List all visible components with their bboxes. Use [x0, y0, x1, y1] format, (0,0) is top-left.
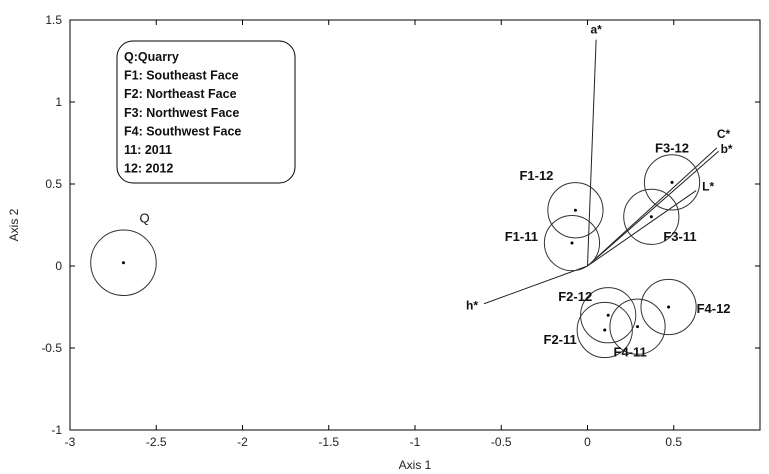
x-tick-label: 0.5 — [665, 435, 682, 449]
x-tick-label: -1 — [410, 435, 421, 449]
y-tick-label: 1.5 — [45, 13, 62, 27]
data-point — [667, 305, 671, 309]
vector-line — [587, 147, 718, 267]
point-label: F2-11 — [544, 332, 577, 347]
x-tick-label: -3 — [65, 435, 76, 449]
vector-label: a* — [590, 23, 602, 37]
data-point — [121, 261, 125, 265]
confidence-circle — [640, 278, 697, 336]
point-label: F4-11 — [614, 345, 647, 360]
point-label: F1-12 — [519, 168, 553, 183]
confidence-circle — [643, 154, 701, 211]
sample-points: Q F1-12 F1-11 F3-12 F3-11 F2-12 F2-11 F4-11 F4-1… — [90, 140, 731, 360]
y-tick-label: -0.5 — [41, 341, 62, 355]
x-tick-label: 0 — [584, 435, 591, 449]
legend-entry: F4: Southwest Face — [124, 124, 241, 138]
vector-line — [587, 39, 597, 267]
y-axis-label: Axis 2 — [7, 208, 21, 241]
y-axis-ticks: -1 -0.5 0 0.5 1 1.5 — [41, 13, 760, 437]
y-tick-label: 1 — [55, 95, 62, 109]
data-point — [606, 313, 610, 317]
confidence-circle — [543, 214, 601, 272]
data-point — [649, 215, 653, 219]
data-point — [636, 325, 640, 329]
y-tick-label: 0 — [55, 259, 62, 273]
x-axis-label: Axis 1 — [399, 458, 432, 472]
data-point — [670, 180, 674, 184]
data-point — [603, 328, 607, 332]
legend-entry: F3: Northwest Face — [124, 106, 239, 120]
vector-label: h* — [466, 299, 478, 313]
x-tick-label: -2.5 — [146, 435, 167, 449]
plot-area: -3 -2.5 -2 -1.5 -1 -0.5 0 0.5 -1 -0.5 0 0.5 1 1.5 a*… — [41, 13, 761, 449]
confidence-circle — [609, 298, 666, 355]
confidence-circle — [576, 301, 633, 359]
confidence-circle — [90, 229, 157, 296]
x-tick-label: -2 — [237, 435, 248, 449]
vector-label: L* — [702, 180, 714, 194]
legend-entry: 11: 2011 — [124, 143, 172, 157]
point-label: F1-11 — [505, 229, 538, 244]
y-tick-label: 0.5 — [45, 177, 62, 191]
data-point — [570, 241, 574, 245]
confidence-circle — [580, 287, 637, 344]
vector-line — [587, 150, 719, 267]
vector-line — [587, 190, 697, 267]
legend-entry: F2: Northeast Face — [124, 87, 237, 101]
x-tick-label: -1.5 — [318, 435, 339, 449]
legend-entry: F1: Southeast Face — [124, 69, 239, 83]
confidence-circle — [547, 182, 604, 239]
legend-box — [116, 40, 296, 184]
confidence-circle — [623, 188, 680, 245]
vector-label: C* — [717, 127, 731, 141]
vector-label: b* — [721, 142, 733, 156]
legend-entry: Q:Quarry — [124, 50, 179, 64]
point-label: F3-11 — [663, 229, 696, 244]
y-tick-label: -1 — [51, 423, 62, 437]
x-tick-label: -0.5 — [491, 435, 512, 449]
vector-line — [483, 265, 588, 305]
legend-entry: 12: 2012 — [124, 162, 173, 176]
point-label: F2-12 — [558, 289, 592, 304]
legend: Q:Quarry F1: Southeast Face F2: Northeast … — [116, 40, 296, 184]
point-label: F3-12 — [655, 140, 689, 155]
point-label: F4-12 — [697, 301, 731, 316]
data-point — [573, 208, 577, 212]
loading-vectors: a* C*b* L* h* — [466, 23, 733, 313]
point-label: Q — [139, 211, 149, 226]
x-axis-ticks: -3 -2.5 -2 -1.5 -1 -0.5 0 0.5 — [65, 20, 682, 449]
